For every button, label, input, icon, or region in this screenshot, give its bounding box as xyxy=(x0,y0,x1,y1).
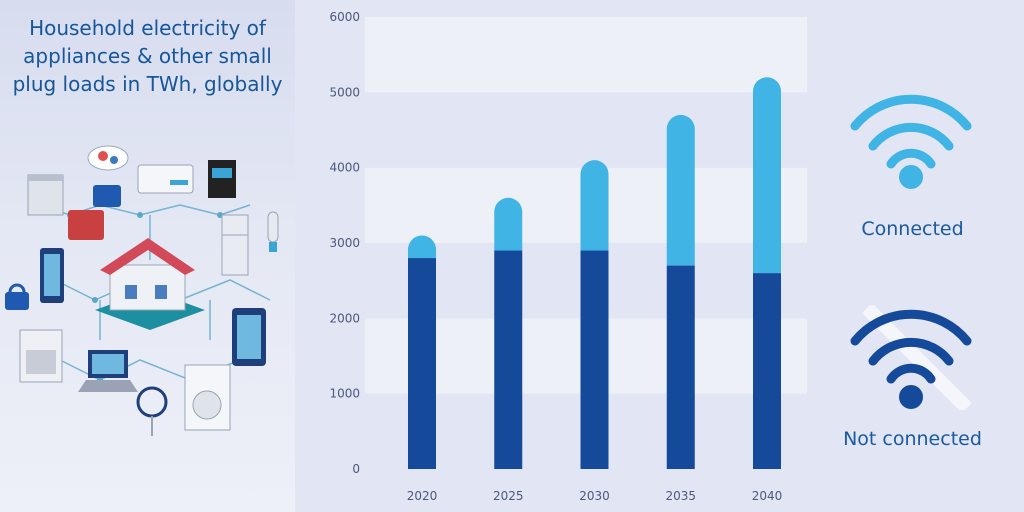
y-tick-label: 5000 xyxy=(329,85,360,99)
chat-icon xyxy=(68,185,121,240)
y-axis: 0 1000 2000 3000 4000 5000 6000 xyxy=(329,10,360,476)
bars xyxy=(408,77,781,469)
x-tick-label: 2040 xyxy=(752,489,783,503)
bar-connected xyxy=(753,77,781,274)
y-tick-label: 2000 xyxy=(329,311,360,325)
legend-not-connected-label: Not connected xyxy=(843,428,982,450)
wifi-not-connected-icon xyxy=(850,305,972,410)
fan-icon xyxy=(136,386,168,436)
bar-not-connected xyxy=(753,273,781,469)
y-tick-label: 6000 xyxy=(329,10,360,24)
grid-band xyxy=(365,17,807,93)
cloud-gear-icon xyxy=(87,145,129,171)
bar-not-connected xyxy=(408,258,436,469)
y-tick-label: 0 xyxy=(352,462,360,476)
y-tick-label: 3000 xyxy=(329,236,360,250)
fridge-icon xyxy=(221,214,249,276)
bulb-icon xyxy=(267,211,279,252)
x-tick-label: 2025 xyxy=(493,489,524,503)
bar-not-connected xyxy=(494,250,523,469)
bar-connected xyxy=(666,114,695,266)
bar-connected xyxy=(580,160,609,251)
x-tick-label: 2020 xyxy=(407,489,438,503)
bar-not-connected xyxy=(580,250,609,469)
x-tick-label: 2035 xyxy=(665,489,696,503)
legend-connected-label: Connected xyxy=(861,218,964,240)
oven-icon xyxy=(19,329,63,383)
air-conditioner-icon xyxy=(137,164,194,194)
illustration-panel: Household electricity of appliances & ot… xyxy=(0,0,295,512)
laptop-icon xyxy=(78,350,138,392)
grid-band xyxy=(365,92,807,168)
house-icon xyxy=(95,238,205,330)
washer-icon xyxy=(27,174,64,216)
y-tick-label: 4000 xyxy=(329,161,360,175)
y-tick-label: 1000 xyxy=(329,387,360,401)
coffee-machine-icon xyxy=(208,160,236,198)
bar-not-connected xyxy=(666,265,695,469)
tablet-icon xyxy=(40,248,64,303)
washing-machine-icon xyxy=(184,364,231,431)
bar-connected xyxy=(408,235,436,259)
smart-home-illustration xyxy=(5,145,279,436)
x-axis: 2020 2025 2030 2035 2040 xyxy=(407,489,783,503)
phone-icon xyxy=(232,308,266,366)
bar-connected xyxy=(494,197,523,251)
chart-title: Household electricity of appliances & ot… xyxy=(12,16,283,96)
lock-icon xyxy=(5,283,29,310)
wifi-connected-icon xyxy=(850,94,972,189)
x-tick-label: 2030 xyxy=(579,489,610,503)
